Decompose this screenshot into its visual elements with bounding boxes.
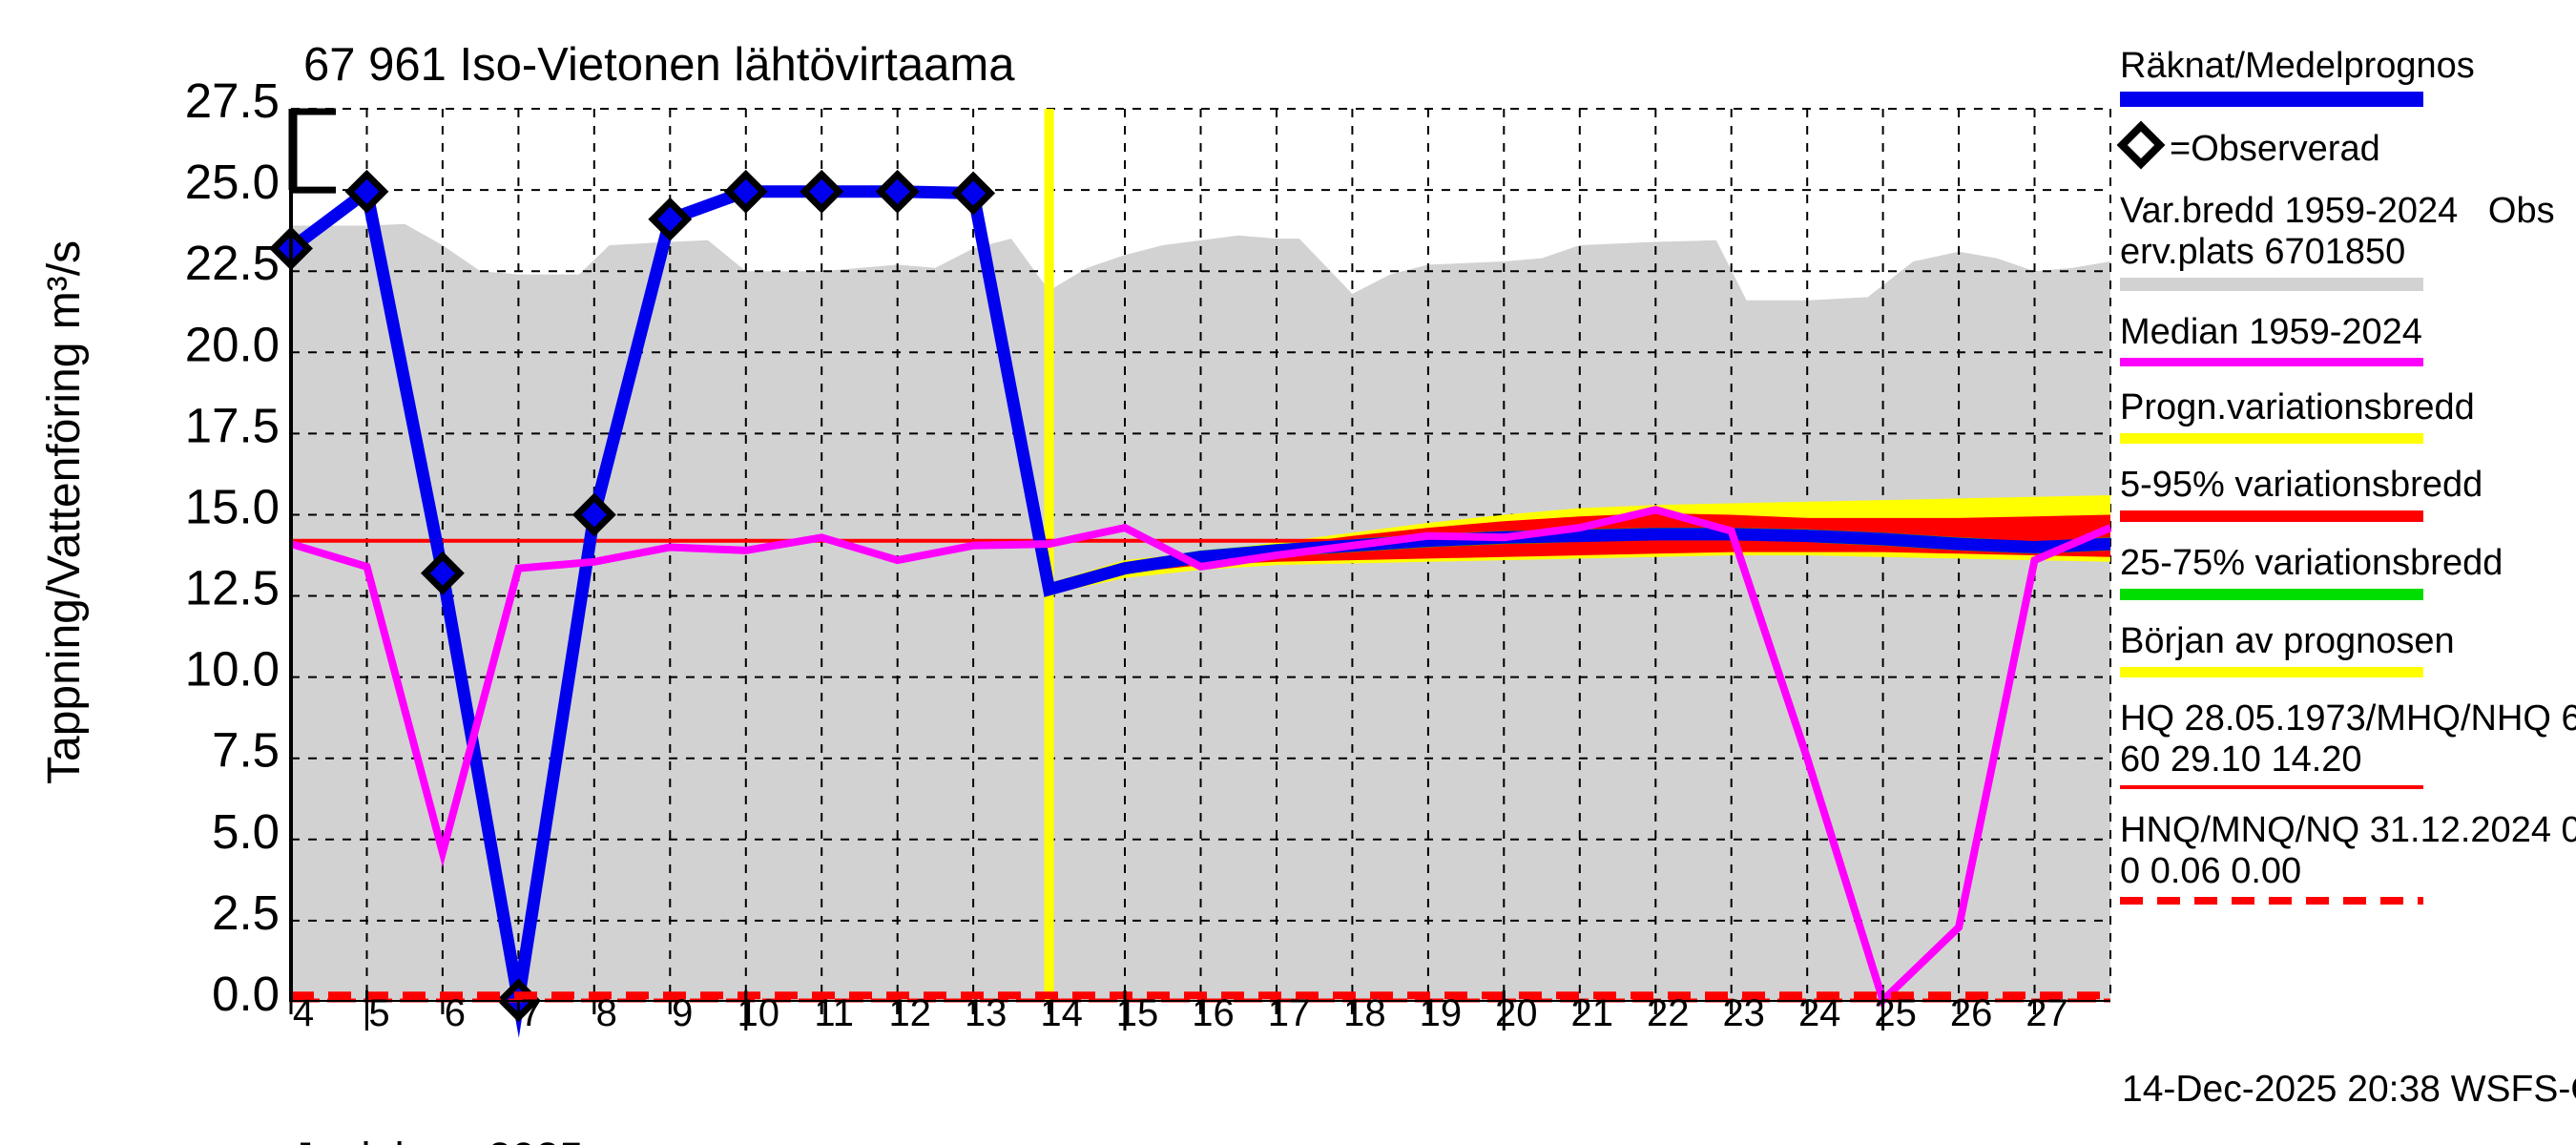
svg-text:12.5: 12.5 xyxy=(185,561,280,615)
svg-text:4: 4 xyxy=(293,992,314,1034)
legend-label: Var.bredd 1959-2024 Obs xyxy=(2120,191,2555,231)
svg-text:9: 9 xyxy=(672,992,693,1034)
legend-swatch-line xyxy=(2120,785,2423,789)
month-finnish: Joulukuu 2025 xyxy=(292,1134,583,1145)
svg-text:12: 12 xyxy=(888,992,931,1034)
legend-swatch-line xyxy=(2120,589,2423,600)
svg-text:14: 14 xyxy=(1040,992,1083,1034)
svg-text:5.0: 5.0 xyxy=(212,804,280,859)
legend-entry-8: HQ 28.05.1973/MHQ/NHQ 63. 60 29.10 14.20 xyxy=(2120,698,2576,789)
svg-text:0.0: 0.0 xyxy=(212,967,280,1021)
legend-swatch-line xyxy=(2120,358,2423,366)
legend-label: Räknat/Medelprognos xyxy=(2120,46,2475,86)
legend-entry-3: Median 1959-2024 xyxy=(2120,312,2576,366)
svg-text:7.5: 7.5 xyxy=(212,723,280,778)
svg-text:16: 16 xyxy=(1192,992,1235,1034)
svg-text:22: 22 xyxy=(1647,992,1690,1034)
legend-entry-7: Början av prognosen xyxy=(2120,621,2576,677)
legend-label: =Observerad xyxy=(2116,120,2576,170)
median-line xyxy=(289,506,2112,1008)
generation-timestamp: 14-Dec-2025 20:38 WSFS-O xyxy=(2122,1069,2576,1110)
svg-text:22.5: 22.5 xyxy=(185,236,280,290)
svg-text:17.5: 17.5 xyxy=(185,398,280,452)
svg-text:15: 15 xyxy=(1116,992,1159,1034)
svg-text:15.0: 15.0 xyxy=(185,480,280,534)
svg-text:10.0: 10.0 xyxy=(185,642,280,697)
legend-entry-9: HNQ/MNQ/NQ 31.12.2024 0.2 0 0.06 0.00 xyxy=(2120,810,2576,905)
legend-entry-5: 5-95% variationsbredd xyxy=(2120,465,2576,522)
svg-text:11: 11 xyxy=(814,992,854,1034)
x-axis-labels: 4 5 6 7 8 9 10 11 12 13 14 15 16 17 18 19 20 21 22 23 24 25 26… xyxy=(293,992,2068,1034)
legend-label: HNQ/MNQ/NQ 31.12.2024 0.2 xyxy=(2120,810,2576,850)
legend-swatch-line xyxy=(2120,433,2423,444)
legend-swatch-line xyxy=(2120,667,2423,677)
svg-text:18: 18 xyxy=(1343,992,1386,1034)
svg-text:20.0: 20.0 xyxy=(185,317,280,371)
axes xyxy=(288,108,2110,1002)
svg-text:19: 19 xyxy=(1420,992,1463,1034)
legend-entry-2: Var.bredd 1959-2024 Obs erv.plats 6701850 xyxy=(2120,191,2576,291)
legend-swatch-line xyxy=(2120,278,2423,291)
svg-text:8: 8 xyxy=(596,992,617,1034)
legend-entry-1: =Observerad xyxy=(2116,120,2576,170)
svg-text:5: 5 xyxy=(368,992,389,1034)
svg-text:25: 25 xyxy=(1874,992,1917,1034)
svg-text:27: 27 xyxy=(2025,992,2068,1034)
svg-text:13: 13 xyxy=(965,992,1008,1034)
x-axis-ticks xyxy=(289,990,2036,1030)
page-title: 67 961 Iso-Vietonen lähtövirtaama xyxy=(303,39,1015,91)
svg-text:2.5: 2.5 xyxy=(212,885,280,940)
observed-markers xyxy=(269,169,996,1023)
legend-label: 0 0.06 0.00 xyxy=(2120,851,2302,891)
legend-label: HQ 28.05.1973/MHQ/NHQ 63. xyxy=(2120,698,2576,739)
legend: Räknat/Medelprognos =Observerad Var.bredd … xyxy=(2116,46,2576,926)
svg-text:23: 23 xyxy=(1722,992,1765,1034)
legend-label: erv.plats 6701850 xyxy=(2120,232,2406,272)
legend-label: Början av prognosen xyxy=(2120,621,2455,661)
svg-text:7: 7 xyxy=(520,992,541,1034)
legend-label: 60 29.10 14.20 xyxy=(2120,739,2362,780)
legend-entry-4: Progn.variationsbredd xyxy=(2120,387,2576,444)
legend-label: Median 1959-2024 xyxy=(2120,312,2422,352)
legend-swatch-dashed xyxy=(2120,897,2423,905)
legend-swatch-line xyxy=(2120,92,2423,107)
legend-label: 25-75% variationsbredd xyxy=(2120,543,2503,583)
svg-text:10: 10 xyxy=(737,992,780,1034)
observed-diamond-icon xyxy=(2116,120,2166,170)
svg-text:25.0: 25.0 xyxy=(185,155,280,209)
svg-text:21: 21 xyxy=(1571,992,1614,1034)
svg-text:6: 6 xyxy=(445,992,466,1034)
legend-swatch-line xyxy=(2120,510,2423,522)
svg-text:20: 20 xyxy=(1495,992,1538,1034)
x-axis-month-label: Joulukuu 2025 December xyxy=(292,1036,583,1145)
svg-text:26: 26 xyxy=(1950,992,1993,1034)
legend-label: 5-95% variationsbredd xyxy=(2120,465,2483,505)
legend-entry-0: Räknat/Medelprognos xyxy=(2120,46,2576,107)
svg-text:24: 24 xyxy=(1798,992,1841,1034)
y-axis-labels: 0.0 2.5 5.0 7.5 10.0 12.5 15.0 17.5 20.0 22.5 25.0… xyxy=(185,73,280,1021)
svg-text:27.5: 27.5 xyxy=(185,73,280,128)
legend-label: Progn.variationsbredd xyxy=(2120,387,2475,427)
legend-entry-6: 25-75% variationsbredd xyxy=(2120,543,2576,600)
svg-text:17: 17 xyxy=(1268,992,1311,1034)
